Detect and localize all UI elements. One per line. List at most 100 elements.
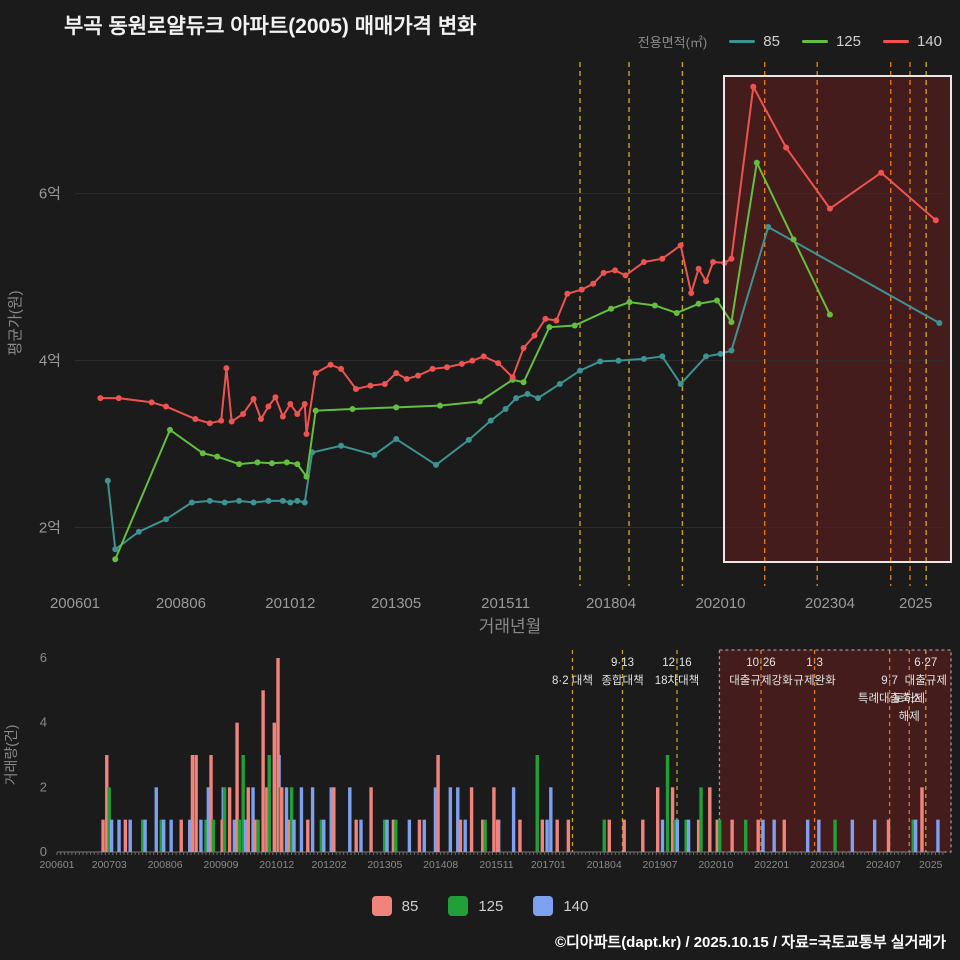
data-point-140[interactable] (287, 400, 294, 407)
data-point-85[interactable] (104, 477, 111, 484)
data-point-125[interactable] (349, 405, 356, 412)
legend-item-140[interactable]: 140 (882, 33, 942, 50)
volume-bar-85[interactable] (655, 787, 660, 852)
data-point-85[interactable] (393, 436, 400, 443)
data-point-140[interactable] (257, 416, 264, 423)
volume-bar-125[interactable] (237, 819, 242, 852)
volume-bar-125[interactable] (602, 819, 606, 852)
volume-bar-140[interactable] (407, 819, 412, 852)
volume-bar-85[interactable] (607, 819, 612, 852)
data-point-140[interactable] (728, 255, 735, 262)
data-point-140[interactable] (659, 255, 666, 262)
volume-bar-85[interactable] (417, 819, 422, 852)
data-point-85[interactable] (112, 546, 119, 553)
data-point-85[interactable] (465, 436, 472, 443)
data-point-140[interactable] (703, 278, 710, 285)
data-point-140[interactable] (564, 290, 571, 297)
data-point-140[interactable] (578, 286, 585, 293)
volume-bar-85[interactable] (920, 787, 924, 852)
volume-bar-140[interactable] (284, 787, 289, 852)
volume-bar-140[interactable] (913, 819, 918, 852)
data-point-140[interactable] (469, 357, 476, 364)
data-point-125[interactable] (294, 461, 301, 468)
data-point-85[interactable] (765, 223, 772, 230)
volume-bar-125[interactable] (222, 787, 227, 852)
volume-legend-item-140[interactable]: 140 (533, 896, 588, 916)
volume-bar-85[interactable] (261, 690, 265, 852)
data-point-140[interactable] (612, 267, 619, 274)
data-point-140[interactable] (312, 370, 319, 377)
data-point-85[interactable] (728, 347, 735, 354)
data-point-85[interactable] (265, 497, 272, 504)
data-point-140[interactable] (688, 289, 695, 296)
volume-bar-140[interactable] (128, 819, 132, 852)
volume-bar-140[interactable] (359, 819, 363, 852)
volume-bar-85[interactable] (276, 658, 280, 852)
data-point-85[interactable] (556, 380, 563, 387)
data-point-85[interactable] (524, 390, 531, 397)
volume-bar-85[interactable] (227, 787, 232, 852)
volume-bar-140[interactable] (322, 819, 326, 852)
volume-bar-85[interactable] (190, 755, 195, 852)
volume-bar-140[interactable] (675, 819, 680, 852)
volume-bar-85[interactable] (209, 755, 213, 852)
volume-bar-140[interactable] (660, 819, 665, 852)
volume-bar-125[interactable] (267, 755, 271, 852)
data-point-125[interactable] (695, 300, 702, 307)
data-point-85[interactable] (597, 358, 604, 365)
volume-bar-140[interactable] (872, 819, 877, 852)
data-point-85[interactable] (371, 451, 378, 458)
data-point-125[interactable] (826, 311, 833, 318)
volume-bar-140[interactable] (154, 787, 158, 852)
data-point-140[interactable] (327, 361, 334, 368)
legend-item-125[interactable]: 125 (801, 33, 861, 50)
volume-bar-85[interactable] (756, 819, 760, 852)
volume-bar-125[interactable] (319, 819, 324, 852)
volume-bar-85[interactable] (886, 819, 891, 852)
data-point-140[interactable] (495, 360, 502, 367)
data-point-140[interactable] (223, 365, 230, 372)
data-point-140[interactable] (115, 395, 122, 402)
volume-bar-140[interactable] (936, 819, 940, 852)
data-point-140[interactable] (878, 169, 885, 176)
data-point-125[interactable] (728, 319, 735, 326)
volume-bar-85[interactable] (540, 819, 545, 852)
volume-bar-85[interactable] (194, 755, 198, 852)
volume-bar-140[interactable] (761, 819, 765, 852)
volume-bar-125[interactable] (717, 819, 722, 852)
volume-bar-140[interactable] (686, 819, 691, 852)
data-point-85[interactable] (535, 395, 542, 402)
data-point-125[interactable] (673, 309, 680, 316)
data-point-85[interactable] (221, 499, 228, 506)
volume-bar-85[interactable] (708, 787, 712, 852)
data-point-140[interactable] (640, 259, 647, 266)
volume-bar-125[interactable] (256, 819, 260, 852)
data-point-85[interactable] (659, 353, 666, 360)
data-point-140[interactable] (393, 370, 400, 377)
volume-bar-140[interactable] (232, 819, 237, 852)
volume-bar-85[interactable] (253, 819, 258, 852)
volume-bar-125[interactable] (833, 819, 837, 852)
volume-bar-85[interactable] (220, 819, 224, 852)
data-point-125[interactable] (268, 460, 275, 467)
volume-bar-125[interactable] (911, 819, 915, 852)
volume-bar-140[interactable] (511, 787, 516, 852)
data-point-140[interactable] (750, 83, 757, 90)
volume-bar-125[interactable] (699, 787, 703, 852)
data-point-125[interactable] (112, 556, 119, 563)
volume-bar-125[interactable] (665, 755, 670, 852)
volume-bar-85[interactable] (179, 819, 183, 852)
volume-bar-140[interactable] (805, 819, 810, 852)
volume-bar-85[interactable] (730, 819, 734, 852)
volume-bar-85[interactable] (436, 755, 440, 852)
data-point-140[interactable] (429, 365, 436, 372)
data-point-140[interactable] (265, 403, 272, 410)
data-point-140[interactable] (228, 418, 235, 425)
volume-bar-125[interactable] (204, 819, 208, 852)
volume-bar-125[interactable] (394, 819, 398, 852)
volume-bar-85[interactable] (101, 819, 105, 852)
data-point-125[interactable] (790, 236, 797, 243)
data-point-85[interactable] (294, 497, 301, 504)
data-point-140[interactable] (163, 403, 170, 410)
data-point-140[interactable] (600, 269, 607, 276)
